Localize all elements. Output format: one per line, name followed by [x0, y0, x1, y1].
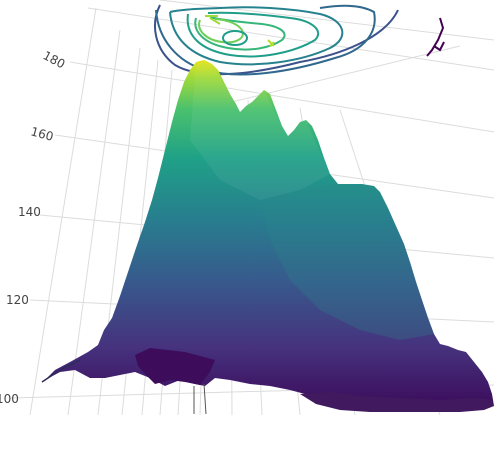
contour-7	[222, 30, 248, 46]
y-tick-label-140: 140	[18, 205, 41, 219]
y-tick-120: 120	[6, 293, 29, 307]
y-tick-160: 160	[29, 124, 55, 143]
y-tick-label-180: 180	[41, 48, 68, 71]
surface-base-dark	[135, 348, 215, 385]
y-tick-label-100: 100	[0, 392, 19, 406]
contour-1	[154, 4, 399, 76]
surface[interactable]	[41, 60, 494, 415]
y-axis: 100 120 140 160 180 tano	[0, 48, 67, 406]
contour-6	[198, 18, 244, 44]
y-tick-label-120: 120	[6, 293, 29, 307]
contour-2	[155, 4, 376, 76]
contour-4	[186, 11, 320, 58]
contour-9	[267, 39, 275, 47]
contour-projection	[154, 4, 445, 76]
surface-body	[45, 60, 494, 410]
y-tick-180: 180	[41, 48, 68, 71]
contour-8	[205, 15, 221, 25]
y-tick-140: 140	[18, 205, 41, 219]
contour-10	[426, 17, 445, 57]
surface-shading	[260, 184, 434, 340]
surface-base-right	[300, 392, 494, 412]
y-axis-title: tano	[0, 165, 4, 197]
surface-left-edge	[41, 359, 81, 383]
surface-stem-2	[203, 383, 207, 415]
contour-3	[169, 6, 344, 66]
y-tick-label-160: 160	[29, 124, 55, 143]
y-tick-100: 100	[0, 392, 19, 406]
surface-highlight	[190, 62, 330, 200]
contour-5	[194, 16, 286, 51]
